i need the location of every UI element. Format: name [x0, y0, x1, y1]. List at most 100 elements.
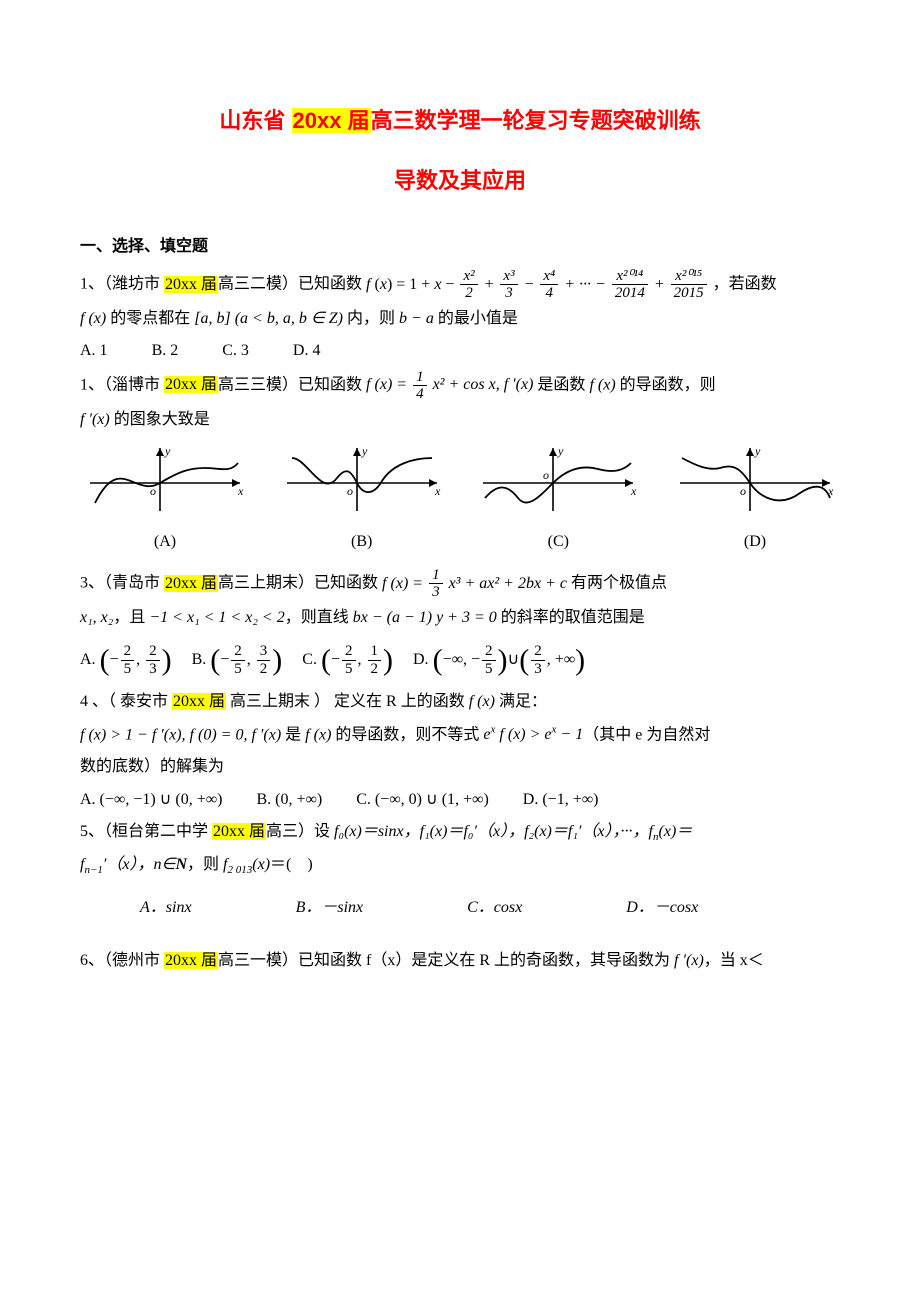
q1-mid: 高三二模）已知函数	[218, 276, 366, 293]
q2-line1: 1、（淄博市 20xx 届高三三模）已知函数 f (x) = 14 x² + c…	[80, 369, 840, 403]
q1-options: A. 1 B. 2 C. 3 D. 4	[80, 336, 840, 366]
q3-line2: x₁, x₂，且 −1 < x₁ < 1 < x₂ < 2，则直线 bx − (…	[80, 603, 840, 633]
q5-prefix: 5、（桓台第二中学	[80, 823, 212, 840]
q2-graph-A: y x o	[80, 443, 250, 524]
svg-text:x: x	[434, 484, 441, 498]
q1-s2: + ··· −	[564, 276, 606, 293]
title-prefix: 山东省	[219, 108, 291, 133]
q3-prefix: 3、（青岛市	[80, 575, 164, 592]
svg-text:y: y	[164, 444, 171, 458]
q2-fd: 4	[413, 386, 427, 403]
q6-prefix: 6、（德州市	[80, 952, 164, 969]
q2-graph-B: y x o	[277, 443, 447, 524]
q1-t4d: 2015	[671, 285, 707, 302]
q1-line1: 1、（潍坊市 20xx 届高三二模）已知函数 f (x) = 1 + x − x…	[80, 268, 840, 302]
q3Cb: 5	[342, 661, 356, 678]
q1-t0n: x²	[460, 268, 477, 286]
svg-text:x: x	[827, 484, 834, 498]
q1-t0d: 2	[460, 285, 477, 302]
svg-text:y: y	[754, 444, 761, 458]
q3D-lbl: D.	[413, 651, 429, 668]
q3-fn: 1	[429, 567, 443, 585]
q4-hl: 20xx 届	[172, 693, 226, 710]
q3-optD: D. (−∞, −25)∪(23, +∞)	[413, 651, 585, 668]
q3Ac: 2	[146, 643, 160, 661]
q4-opts: A. (−∞, −1) ∪ (0, +∞) B. (0, +∞) C. (−∞,…	[80, 785, 840, 815]
graph-a-svg: y x o	[80, 443, 250, 513]
q5-optA: A．sinx	[140, 893, 192, 923]
q5-line2: fn−1′（x），n∈N，则 f2 013(x)＝( )	[80, 850, 840, 881]
q3Db: 5	[482, 661, 496, 678]
q2-formula: f (x) = 14 x² + cos x, f ′(x)	[366, 376, 537, 393]
section-head: 一、选择、填空题	[80, 232, 840, 262]
q6-fpx: f ′(x)	[674, 952, 704, 969]
q1-t1d: 3	[500, 285, 517, 302]
q3Bb: 5	[231, 661, 245, 678]
q1-hl: 20xx 届	[164, 276, 218, 293]
q3-formula: f (x) = 13 x³ + ax² + 2bx + c	[382, 575, 571, 592]
q3Da: 2	[482, 643, 496, 661]
q3-fd: 3	[429, 584, 443, 601]
svg-text:x: x	[630, 484, 637, 498]
q2-prefix: 1、（淄博市	[80, 376, 164, 393]
q5-opts: A．sinx B．－sinx C．cosx D．－cosx	[140, 893, 840, 923]
q3Bd: 2	[257, 661, 271, 678]
q3Aa: 2	[121, 643, 135, 661]
q6-hl: 20xx 届	[164, 952, 218, 969]
q5-hl: 20xx 届	[212, 823, 266, 840]
q3Dd: 3	[531, 661, 545, 678]
q5-optB: B．－sinx	[296, 893, 364, 923]
q1-optD: D. 4	[293, 336, 321, 366]
q1-t2d: 4	[540, 285, 558, 302]
q4-optC: C. (−∞, 0) ∪ (1, +∞)	[356, 791, 489, 808]
q5-mid: 高三）设	[266, 823, 334, 840]
q6-line1: 6、（德州市 20xx 届高三一模）已知函数 f（x）是定义在 R 上的奇函数，…	[80, 946, 840, 976]
q4-line1: 4 、（ 泰安市 20xx 届 高三上期末 ） 定义在 R 上的函数 f (x)…	[80, 687, 840, 717]
q4-optB: B. (0, +∞)	[256, 791, 322, 808]
q4-line3: 数的底数）的解集为	[80, 752, 840, 782]
q3A-lbl: A.	[80, 651, 96, 668]
q2-line2: f ′(x) 的图象大致是	[80, 405, 840, 435]
q4-optA: A. (−∞, −1) ∪ (0, +∞)	[80, 791, 222, 808]
q2-hl: 20xx 届	[164, 376, 218, 393]
title-highlight: 20xx 届	[292, 108, 371, 133]
q2-graph-D: y x o	[670, 443, 840, 524]
q1-line2: f (x)f (x) 的零点都在 [a, b] (a < b, a, b ∈ Z…	[80, 304, 840, 334]
q6-tail: ，当 x＜	[704, 952, 764, 969]
q3-optA: A. (−25, 23)	[80, 651, 176, 668]
q3-optB: B. (−25, 32)	[192, 651, 287, 668]
q1-optB: B. 2	[152, 336, 179, 366]
q1-prefix: 1、（潍坊市	[80, 276, 164, 293]
graph-c-svg: y x o	[473, 443, 643, 513]
q3Cc: 1	[368, 643, 382, 661]
q1-bma: b − a	[399, 310, 434, 327]
q3Ca: 2	[342, 643, 356, 661]
q3Bc: 3	[257, 643, 271, 661]
q1-optA: A. 1	[80, 336, 108, 366]
q5-optD: D．－cosx	[626, 899, 698, 916]
q3B-lbl: B.	[192, 651, 207, 668]
q2-lblA: (A)	[80, 527, 250, 557]
q2-fn: 1	[413, 369, 427, 387]
q3-hl: 20xx 届	[164, 575, 218, 592]
svg-text:y: y	[361, 444, 368, 458]
q4-prefix: 4 、（ 泰安市	[80, 693, 172, 710]
page: 山东省 20xx 届高三数学理一轮复习专题突破训练 导数及其应用 一、选择、填空…	[0, 0, 920, 1018]
q3-mid: 高三上期末）已知函数	[218, 575, 382, 592]
q1-tail1: ，若函数	[713, 276, 777, 293]
q2-mid: 高三三模）已知函数	[218, 376, 366, 393]
q1-t4n: x²⁰¹⁵	[671, 268, 707, 286]
title-suffix: 高三数学理一轮复习专题突破训练	[371, 108, 701, 133]
q4-fx: f (x)	[469, 693, 495, 710]
q1-s1: −	[524, 276, 535, 293]
q2-lblC: (C)	[473, 527, 643, 557]
q3Ad: 3	[146, 661, 160, 678]
q6-mid: 高三一模）已知函数 f（x）是定义在 R 上的奇函数，其导函数为	[218, 952, 674, 969]
q3-opts: A. (−25, 23) B. (−25, 32) C. (−25, 12) D…	[80, 643, 840, 677]
subtitle: 导数及其应用	[80, 160, 840, 202]
svg-text:y: y	[557, 444, 564, 458]
q2-labels: (A) (B) (C) (D)	[80, 527, 840, 557]
q3Ba: 2	[231, 643, 245, 661]
q4-mid: 高三上期末 ） 定义在 R 上的函数	[226, 693, 469, 710]
q5-body: f₀(x)＝sinx，f₁(x)＝f₀′（x），f₂(x)＝f₁′（x），···…	[334, 823, 692, 840]
